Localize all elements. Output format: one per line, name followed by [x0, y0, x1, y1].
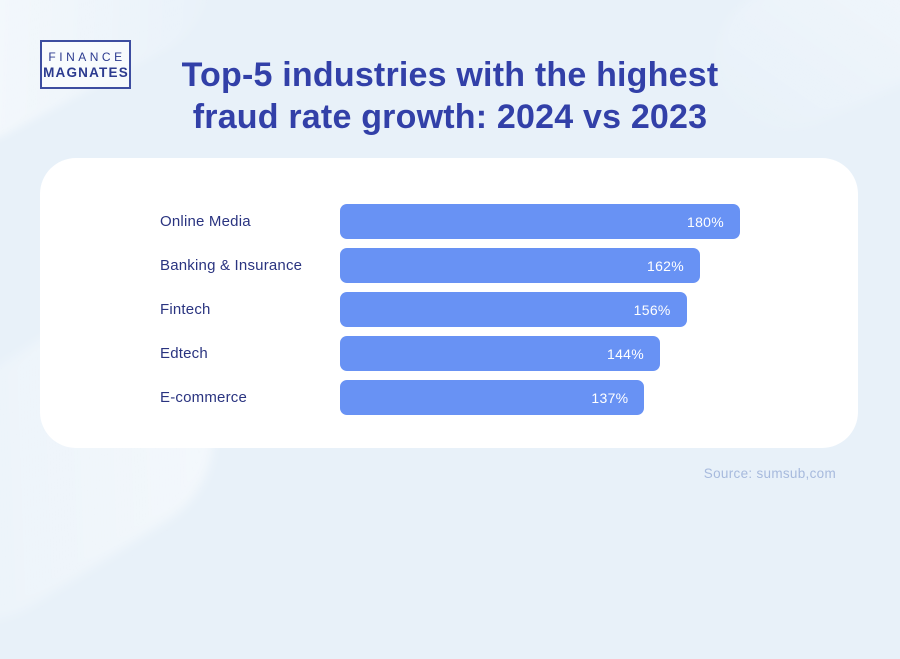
bar-label: Banking & Insurance — [160, 257, 303, 274]
chart-row: Banking & Insurance 162% — [40, 248, 858, 283]
bar-value: 180% — [686, 213, 724, 230]
bar-label: E-commerce — [160, 389, 248, 406]
bar: 144% — [340, 336, 660, 371]
bar: 162% — [340, 248, 700, 283]
page-title-line1: Top-5 industries with the highest — [181, 56, 719, 94]
page-title: Top-5 industries with the highest fraud r… — [0, 54, 900, 138]
page-title-line2: fraud rate growth: 2024 vs 2023 — [192, 98, 708, 137]
logo-text-finance: FINANCE — [48, 49, 126, 64]
bar-label: Online Media — [160, 213, 251, 230]
chart-row: Edtech 144% — [40, 336, 858, 371]
bar: 156% — [340, 292, 687, 327]
chart-card: Online Media 180% Banking & Insurance 16… — [40, 158, 858, 448]
bar-value: 156% — [633, 301, 671, 318]
bar: 180% — [340, 204, 740, 239]
chart-rows: Online Media 180% Banking & Insurance 16… — [40, 204, 858, 424]
source-credit: Source: sumsub,com — [703, 466, 836, 481]
chart-row: E-commerce 137% — [40, 380, 858, 415]
bar-value: 137% — [591, 389, 629, 406]
bar: 137% — [340, 380, 645, 415]
chart-row: Fintech 156% — [40, 292, 858, 327]
chart-row: Online Media 180% — [40, 204, 858, 239]
bar-value: 162% — [646, 257, 684, 274]
bar-label: Fintech — [160, 301, 211, 318]
logo-text-magnates: MAGNATES — [43, 64, 129, 80]
bar-label: Edtech — [160, 345, 208, 362]
bar-value: 144% — [606, 345, 644, 362]
finance-magnates-logo: FINANCE MAGNATES — [40, 40, 131, 89]
